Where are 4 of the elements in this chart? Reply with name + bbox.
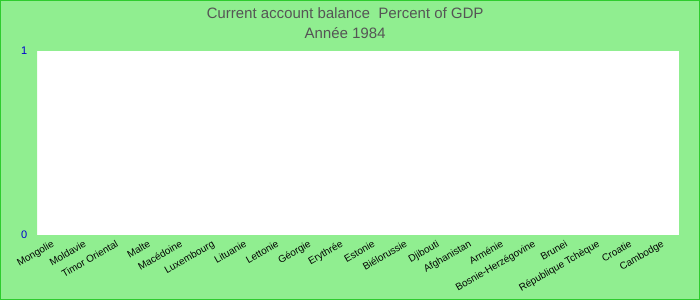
chart-subtitle: Année 1984 — [304, 25, 386, 42]
y-tick-label: 1 — [20, 45, 28, 58]
y-tick-label: 0 — [20, 229, 28, 242]
chart-title: Current account balance Percent of GDP — [206, 5, 484, 22]
